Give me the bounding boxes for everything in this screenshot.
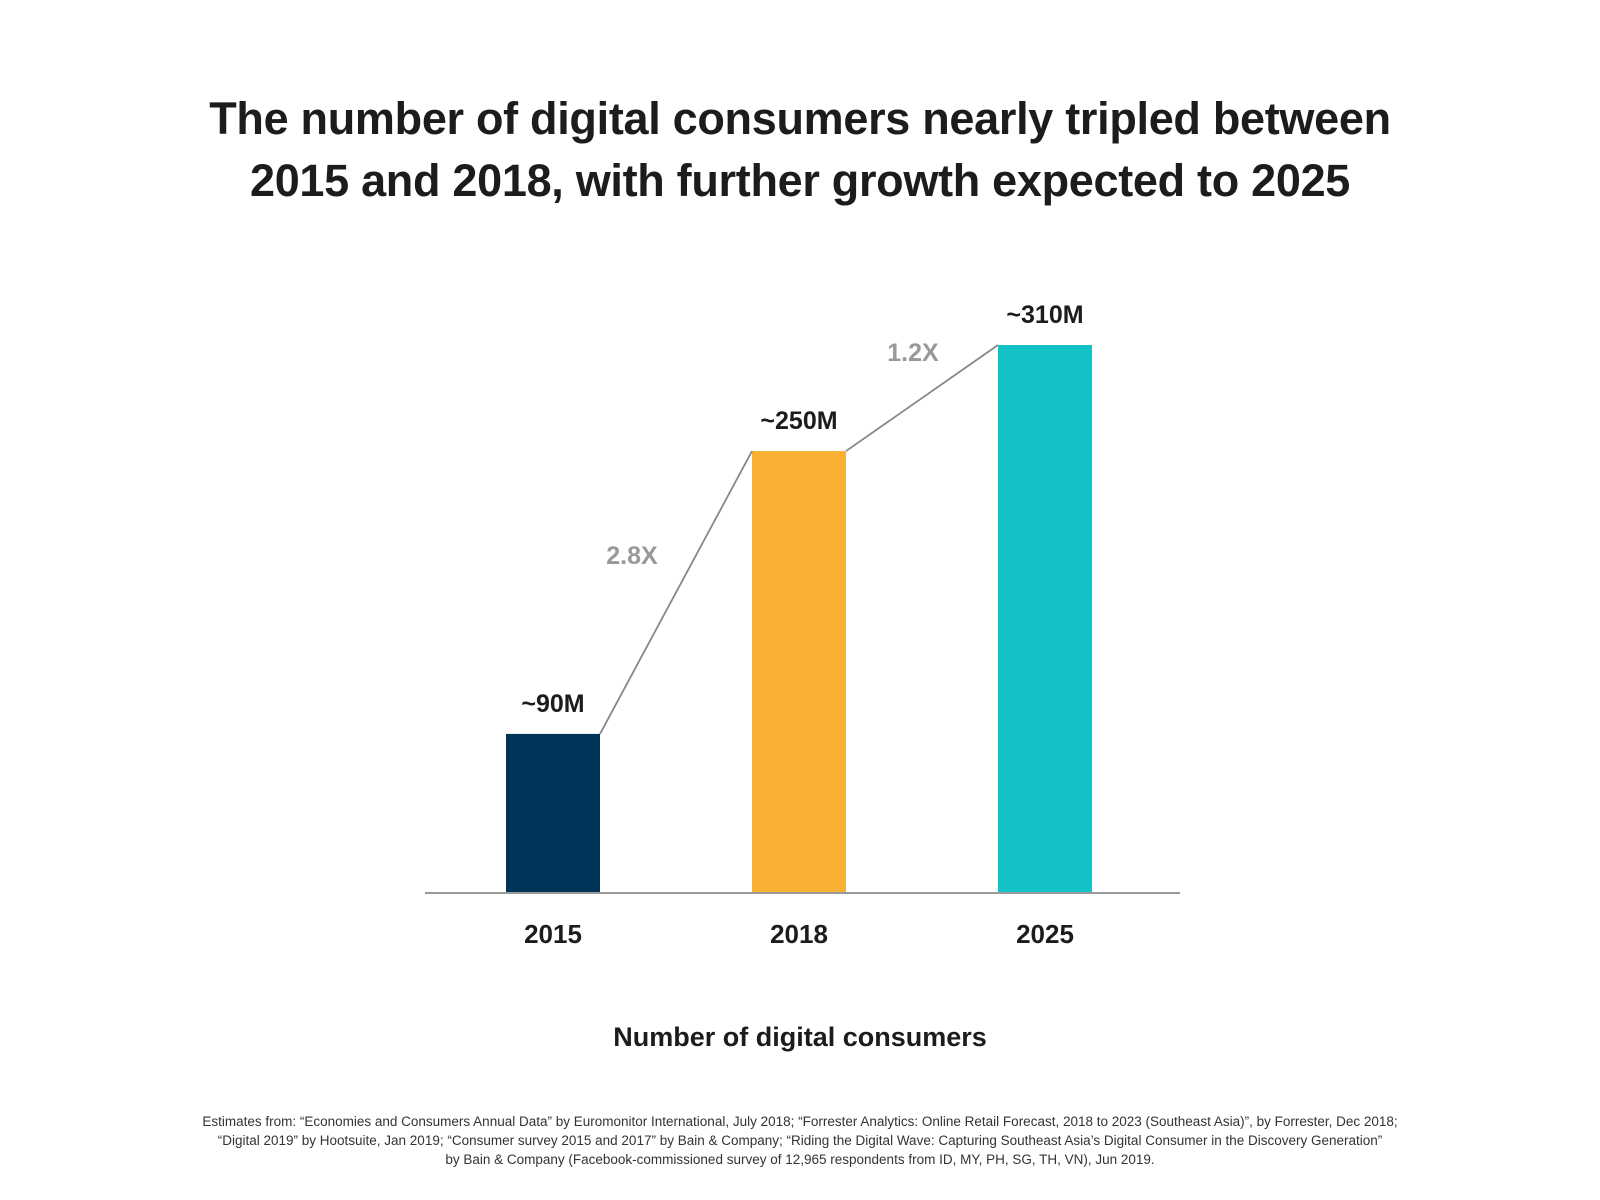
- x-axis-title: Number of digital consumers: [613, 1022, 987, 1052]
- category-label-2018: 2018: [770, 919, 828, 949]
- value-label-2018: ~250M: [760, 407, 837, 435]
- growth-connector-2018-2025: [845, 344, 999, 452]
- bar-2025: [998, 345, 1092, 893]
- chart-title-line-2: 2015 and 2018, with further growth expec…: [249, 155, 1351, 206]
- value-label-2025: ~310M: [1006, 301, 1083, 329]
- labels-layer: ~90M 2015 ~250M 2018 ~310M 2025 2.8X 1.2X: [521, 301, 1083, 949]
- value-label-2015: ~90M: [521, 690, 584, 718]
- bar-chart: ~90M 2015 ~250M 2018 ~310M 2025 2.8X 1.2X: [425, 301, 1180, 949]
- growth-connector-2015-2018: [599, 450, 753, 735]
- source-note: Estimates from: “Economies and Consumers…: [100, 1112, 1500, 1169]
- growth-label-2018-2025: 1.2X: [887, 339, 939, 367]
- bar-2015: [506, 733, 600, 893]
- chart-title: The number of digital consumers nearly t…: [0, 88, 1600, 212]
- source-line-2: “Digital 2019” by Hootsuite, Jan 2019; “…: [217, 1133, 1383, 1148]
- bars-layer: [506, 345, 1092, 893]
- bar-2018: [752, 451, 846, 893]
- source-line-3: by Bain & Company (Facebook-commissioned…: [445, 1152, 1155, 1167]
- category-label-2015: 2015: [524, 919, 582, 949]
- category-label-2025: 2025: [1016, 919, 1074, 949]
- growth-label-2015-2018: 2.8X: [606, 542, 658, 570]
- source-line-1: Estimates from: “Economies and Consumers…: [202, 1114, 1398, 1129]
- connectors-layer: [599, 344, 999, 735]
- chart-title-line-1: The number of digital consumers nearly t…: [209, 93, 1391, 144]
